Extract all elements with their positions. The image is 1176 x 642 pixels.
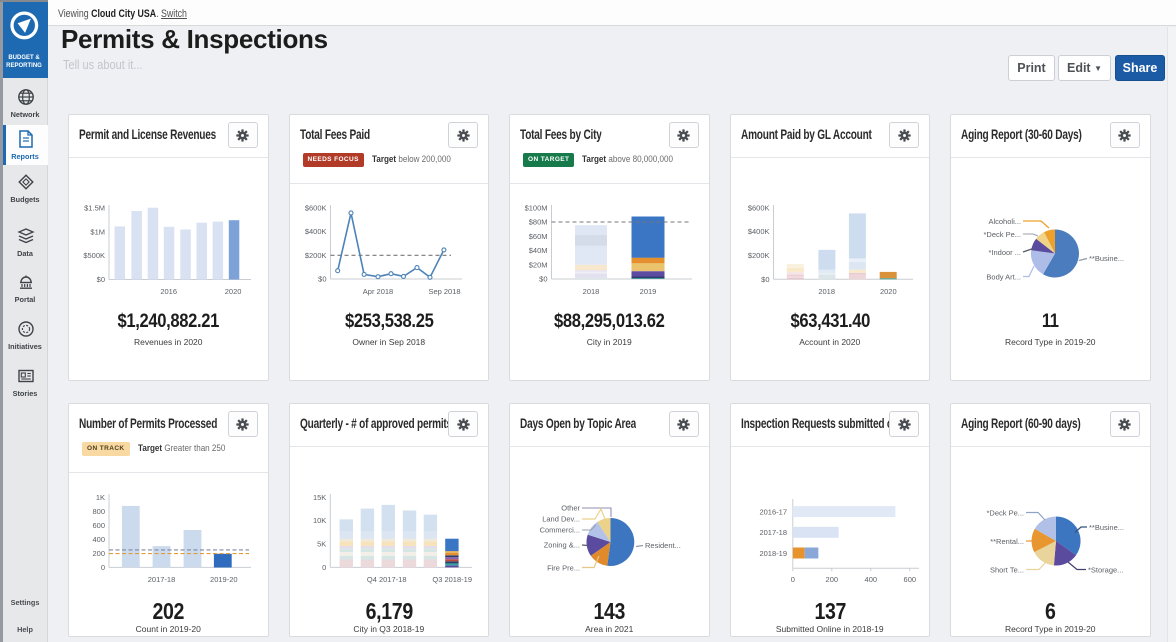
svg-text:$0: $0	[97, 275, 105, 284]
svg-text:2018: 2018	[583, 287, 600, 296]
svg-text:*Deck Pe...: *Deck Pe...	[983, 230, 1021, 239]
svg-text:400: 400	[92, 535, 105, 544]
svg-text:400: 400	[864, 575, 877, 584]
svg-text:$200K: $200K	[747, 251, 769, 260]
svg-text:0: 0	[101, 563, 105, 572]
svg-text:0: 0	[322, 563, 326, 572]
svg-text:2016: 2016	[160, 287, 177, 296]
svg-text:$600K: $600K	[304, 203, 326, 212]
svg-text:600: 600	[92, 521, 105, 530]
svg-text:Commerci...: Commerci...	[540, 526, 580, 535]
svg-text:Alcoholi...: Alcoholi...	[988, 217, 1021, 226]
svg-text:2017-18: 2017-18	[759, 528, 787, 537]
svg-text:$20M: $20M	[529, 260, 548, 269]
svg-text:2019: 2019	[640, 287, 657, 296]
svg-text:REPORTING: REPORTING	[6, 63, 42, 69]
svg-text:0: 0	[790, 575, 794, 584]
svg-text:1K: 1K	[96, 493, 105, 502]
svg-text:**Busine...: **Busine...	[1089, 523, 1124, 532]
svg-text:$80M: $80M	[529, 218, 548, 227]
svg-text:$400K: $400K	[747, 227, 769, 236]
svg-text:Q3 2018-19: Q3 2018-19	[432, 575, 472, 584]
svg-text:2018: 2018	[818, 287, 835, 296]
svg-text:$1M: $1M	[90, 227, 105, 236]
svg-text:Sep 2018: Sep 2018	[428, 287, 460, 296]
svg-text:800: 800	[92, 507, 105, 516]
svg-text:$40M: $40M	[529, 246, 548, 255]
svg-text:10K: 10K	[312, 516, 325, 525]
svg-text:**Rental...: **Rental...	[990, 537, 1024, 546]
svg-text:BUDGET &: BUDGET &	[8, 55, 40, 61]
svg-text:2019-20: 2019-20	[210, 575, 238, 584]
svg-text:$100M: $100M	[525, 203, 548, 212]
svg-text:Resident...: Resident...	[645, 541, 681, 550]
svg-text:$200K: $200K	[304, 251, 326, 260]
svg-text:Land Dev...: Land Dev...	[542, 515, 580, 524]
svg-text:$1.5M: $1.5M	[84, 203, 105, 212]
svg-text:$60M: $60M	[529, 232, 548, 241]
svg-text:*Indoor ...: *Indoor ...	[988, 248, 1021, 257]
svg-text:200: 200	[825, 575, 838, 584]
svg-text:Zoning &...: Zoning &...	[544, 541, 580, 550]
svg-text:Fire Pre...: Fire Pre...	[547, 564, 580, 573]
svg-text:2020: 2020	[225, 287, 242, 296]
svg-text:Q4 2017-18: Q4 2017-18	[366, 575, 406, 584]
svg-text:5K: 5K	[317, 540, 326, 549]
svg-text:Body Art...: Body Art...	[986, 273, 1021, 282]
svg-text:2018-19: 2018-19	[759, 549, 787, 558]
svg-text:$500K: $500K	[83, 251, 105, 260]
svg-text:600: 600	[903, 575, 916, 584]
svg-text:$0: $0	[318, 275, 326, 284]
svg-text:2020: 2020	[879, 287, 896, 296]
svg-text:*Deck Pe...: *Deck Pe...	[986, 509, 1024, 518]
svg-text:$0: $0	[761, 275, 769, 284]
svg-text:*Storage...: *Storage...	[1088, 566, 1123, 575]
svg-text:Apr 2018: Apr 2018	[362, 287, 392, 296]
svg-text:15K: 15K	[312, 493, 325, 502]
svg-text:2016-17: 2016-17	[759, 508, 787, 517]
svg-text:$0: $0	[539, 275, 547, 284]
svg-text:$400K: $400K	[304, 227, 326, 236]
svg-text:Short Te...: Short Te...	[990, 566, 1024, 575]
svg-text:200: 200	[92, 549, 105, 558]
svg-text:Other: Other	[561, 504, 580, 513]
svg-text:$600K: $600K	[747, 203, 769, 212]
svg-text:2017-18: 2017-18	[148, 575, 176, 584]
svg-text:**Busine...: **Busine...	[1089, 254, 1124, 263]
